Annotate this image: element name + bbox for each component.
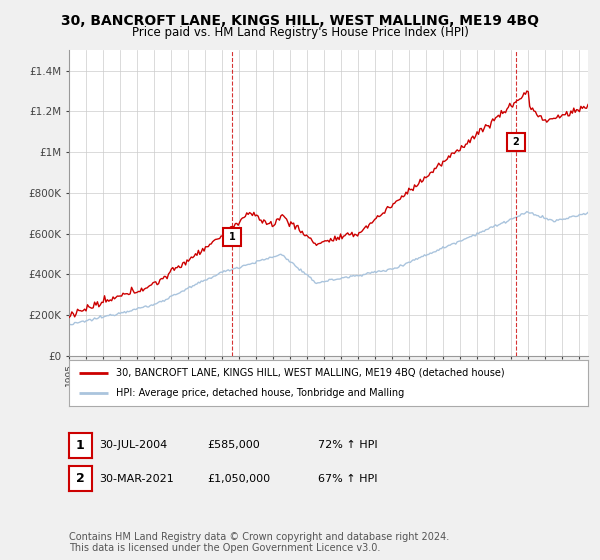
- Text: 30-JUL-2004: 30-JUL-2004: [99, 440, 167, 450]
- Text: 30-MAR-2021: 30-MAR-2021: [99, 474, 174, 484]
- Text: £585,000: £585,000: [207, 440, 260, 450]
- Text: 30, BANCROFT LANE, KINGS HILL, WEST MALLING, ME19 4BQ: 30, BANCROFT LANE, KINGS HILL, WEST MALL…: [61, 14, 539, 28]
- Text: 1: 1: [229, 232, 235, 241]
- Text: 1: 1: [76, 438, 85, 452]
- Text: HPI: Average price, detached house, Tonbridge and Malling: HPI: Average price, detached house, Tonb…: [116, 388, 404, 398]
- Text: 30, BANCROFT LANE, KINGS HILL, WEST MALLING, ME19 4BQ (detached house): 30, BANCROFT LANE, KINGS HILL, WEST MALL…: [116, 368, 505, 378]
- Text: Price paid vs. HM Land Registry's House Price Index (HPI): Price paid vs. HM Land Registry's House …: [131, 26, 469, 39]
- Text: 67% ↑ HPI: 67% ↑ HPI: [318, 474, 377, 484]
- Text: 2: 2: [76, 472, 85, 486]
- Text: 72% ↑ HPI: 72% ↑ HPI: [318, 440, 377, 450]
- Text: £1,050,000: £1,050,000: [207, 474, 270, 484]
- Text: 2: 2: [512, 137, 519, 147]
- Text: Contains HM Land Registry data © Crown copyright and database right 2024.
This d: Contains HM Land Registry data © Crown c…: [69, 531, 449, 553]
